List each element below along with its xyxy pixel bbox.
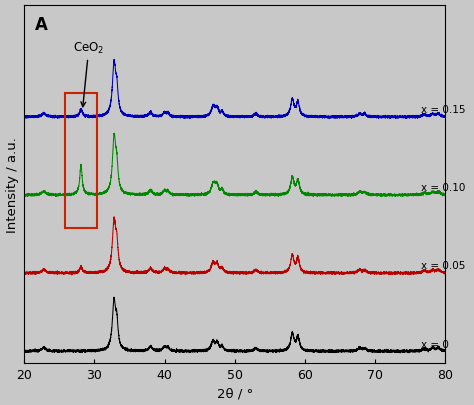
Text: CeO$_2$: CeO$_2$ — [73, 40, 104, 107]
Y-axis label: Intensity / a.u.: Intensity / a.u. — [6, 136, 18, 232]
Text: x = 0.05: x = 0.05 — [421, 261, 465, 271]
Text: x = 0.10: x = 0.10 — [421, 183, 465, 193]
Bar — [65, 94, 97, 228]
Text: x = 0: x = 0 — [421, 339, 449, 349]
Text: x = 0.15: x = 0.15 — [421, 105, 465, 115]
Text: A: A — [35, 16, 47, 34]
X-axis label: 2θ / °: 2θ / ° — [217, 386, 253, 399]
